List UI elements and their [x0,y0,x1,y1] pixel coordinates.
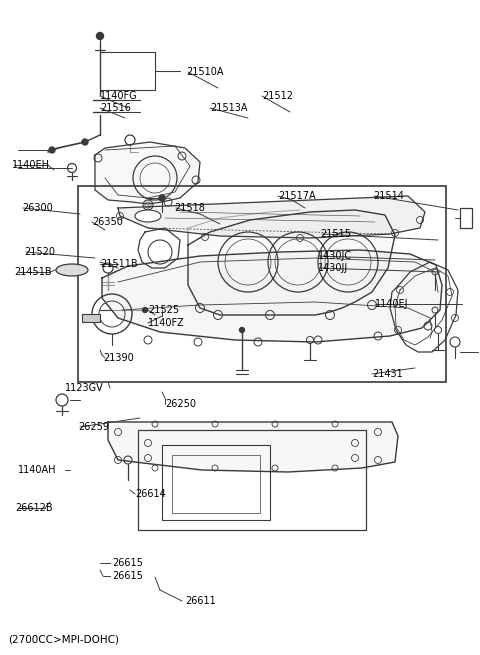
Text: 21525: 21525 [148,305,179,315]
Text: 26612B: 26612B [15,503,53,513]
Bar [78,186,446,382]
Circle shape [240,328,244,333]
Circle shape [159,195,165,201]
Text: 26614: 26614 [135,489,166,499]
Text: 21516: 21516 [100,103,131,113]
Polygon shape [108,422,398,472]
Bar [460,208,472,228]
Text: 21514: 21514 [373,191,404,201]
Text: 1140FG: 1140FG [100,91,138,101]
Polygon shape [95,142,200,204]
Text: 21518: 21518 [174,203,205,213]
Bar [172,455,260,513]
Text: 26350: 26350 [92,217,123,227]
Bar [162,445,270,520]
Circle shape [96,33,104,39]
Circle shape [82,139,88,145]
Bar [138,430,366,530]
Text: 21510A: 21510A [186,67,224,77]
Text: 1430JC: 1430JC [318,251,352,261]
Text: 26250: 26250 [165,399,196,409]
Text: (2700CC>MPI-DOHC): (2700CC>MPI-DOHC) [8,635,119,645]
Polygon shape [102,250,442,342]
Text: 26259: 26259 [78,422,109,432]
Text: 21451B: 21451B [14,267,52,277]
Text: 1430JJ: 1430JJ [318,263,348,273]
Text: 1140EJ: 1140EJ [375,299,408,309]
Text: 21431: 21431 [372,369,403,379]
Text: 26615: 26615 [112,571,143,581]
Text: 1140AH: 1140AH [18,465,57,475]
Text: 21517A: 21517A [278,191,316,201]
Text: 21513A: 21513A [210,103,248,113]
Text: 21512: 21512 [262,91,293,101]
Circle shape [49,147,55,153]
Text: 21390: 21390 [103,353,134,363]
Text: 26300: 26300 [22,203,53,213]
Ellipse shape [135,210,161,222]
Text: 1140EH: 1140EH [12,160,50,170]
Text: 26611: 26611 [185,596,216,606]
Text: 26615: 26615 [112,558,143,568]
Text: 1140FZ: 1140FZ [148,318,185,328]
Circle shape [143,307,147,312]
Polygon shape [118,196,425,238]
Text: 21520: 21520 [24,247,55,257]
Polygon shape [188,210,395,315]
Text: 1123GV: 1123GV [65,383,104,393]
Ellipse shape [56,264,88,276]
Text: 21515: 21515 [320,229,351,239]
Text: 21511B: 21511B [100,259,138,269]
Bar [82,314,100,322]
